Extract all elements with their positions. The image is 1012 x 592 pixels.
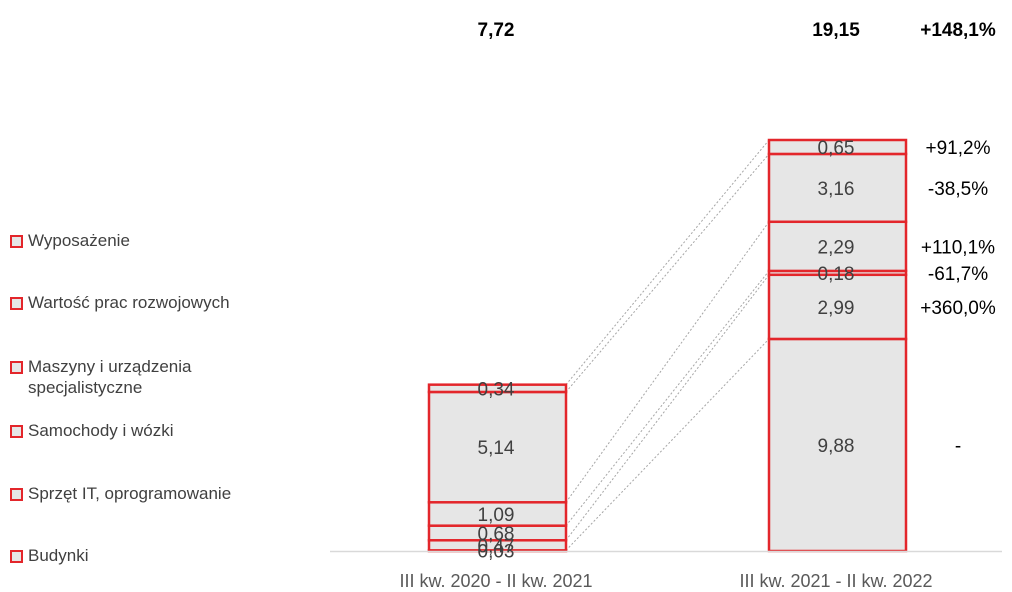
bar-segment-1-3 bbox=[767, 220, 908, 273]
segment-label-0-2: 0,68 bbox=[478, 524, 515, 545]
change-label-5: +91,2% bbox=[926, 138, 991, 159]
legend-item-sprzet-it: Sprzęt IT, oprogramowanie bbox=[10, 483, 328, 504]
segment-label-0-0: 0,03 bbox=[478, 542, 515, 563]
legend-label: Maszyny i urządzenia specjalistyczne bbox=[10, 356, 328, 398]
total-change-label: +148,1% bbox=[920, 20, 996, 41]
connector-line-2 bbox=[565, 270, 770, 526]
bar-segment-1-1 bbox=[767, 273, 908, 341]
category-label-1: III kw. 2021 - II kw. 2022 bbox=[739, 571, 932, 591]
bar-segment-1-5 bbox=[767, 138, 908, 156]
legend-swatch bbox=[10, 425, 23, 438]
legend-swatch bbox=[10, 361, 23, 374]
category-label-0: III kw. 2020 - II kw. 2021 bbox=[399, 571, 592, 591]
legend-item-maszyny: Maszyny i urządzenia specjalistyczne bbox=[10, 356, 328, 398]
total-label-1: 19,15 bbox=[812, 20, 860, 41]
legend: Wyposażenie Wartość prac rozwojowych Mas… bbox=[10, 0, 330, 592]
legend-label: Sprzęt IT, oprogramowanie bbox=[28, 484, 232, 503]
connector-line-0 bbox=[565, 338, 770, 551]
segment-label-1-0: 9,88 bbox=[818, 436, 855, 457]
connector-line-4 bbox=[565, 153, 770, 393]
change-label-0: - bbox=[955, 436, 961, 457]
legend-label: Wyposażenie bbox=[28, 231, 130, 250]
change-label-3: +110,1% bbox=[921, 237, 995, 258]
segment-label-1-2: 0,18 bbox=[818, 264, 855, 285]
bar-segment-1-4 bbox=[767, 152, 908, 224]
change-label-1: +360,0% bbox=[920, 298, 996, 319]
legend-swatch bbox=[10, 488, 23, 501]
segment-labels: 0,030,470,681,09 5,14 0,34 9,88 2,99 0,18 2,29… bbox=[478, 138, 855, 563]
connector-lines bbox=[565, 139, 770, 551]
legend-label: Samochody i wózki bbox=[28, 421, 174, 440]
connector-line-1 bbox=[565, 274, 770, 541]
change-labels: - +360,0% -61,7% +110,1% -38,5% +91,2% bbox=[920, 138, 996, 457]
category-labels: III kw. 2020 - II kw. 2021 III kw. 2021 … bbox=[399, 571, 932, 591]
totals: 7,72 19,15 +148,1% bbox=[478, 20, 996, 41]
segment-label-0-3: 1,09 bbox=[478, 505, 515, 526]
legend-label: Budynki bbox=[28, 546, 89, 565]
legend-item-wyposazenie: Wyposażenie bbox=[10, 230, 328, 251]
legend-label-line1: Maszyny i urządzenia bbox=[28, 357, 192, 376]
segment-label-1-4: 3,16 bbox=[818, 179, 855, 200]
total-label-0: 7,72 bbox=[478, 20, 515, 41]
connector-line-5 bbox=[565, 139, 770, 385]
segment-label-0-1: 0,47 bbox=[478, 536, 515, 557]
legend-swatch bbox=[10, 297, 23, 310]
legend-label-line2: specjalistyczne bbox=[28, 378, 143, 397]
segment-label-0-5: 0,34 bbox=[478, 379, 515, 400]
change-label-2: -61,7% bbox=[928, 264, 988, 285]
segment-label-0-4: 5,14 bbox=[478, 438, 515, 459]
legend-item-budynki: Budynki bbox=[10, 545, 328, 566]
legend-swatch bbox=[10, 235, 23, 248]
segment-label-1-1: 2,99 bbox=[818, 298, 855, 319]
bar-segment-0-5 bbox=[427, 383, 568, 394]
bars bbox=[427, 138, 908, 553]
legend-swatch bbox=[10, 550, 23, 563]
bar-segment-1-0 bbox=[767, 337, 908, 553]
change-label-4: -38,5% bbox=[928, 179, 988, 200]
legend-item-samochody: Samochody i wózki bbox=[10, 420, 328, 441]
bar-segment-0-4 bbox=[427, 390, 568, 504]
legend-label: Wartość prac rozwojowych bbox=[28, 293, 230, 312]
legend-item-prace-rozwojowe: Wartość prac rozwojowych bbox=[10, 292, 328, 313]
segment-label-1-5: 0,65 bbox=[818, 138, 855, 159]
connector-line-3 bbox=[565, 221, 770, 503]
segment-label-1-3: 2,29 bbox=[818, 237, 855, 258]
